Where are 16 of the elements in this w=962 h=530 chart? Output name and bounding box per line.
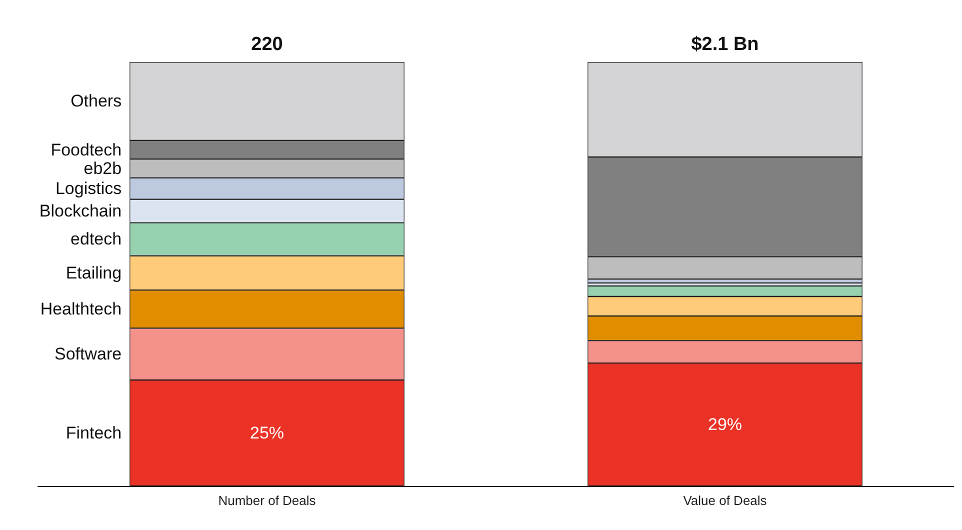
x-tick-label: Number of Deals — [218, 493, 316, 508]
series-label: Etailing — [66, 263, 122, 282]
series-label: Blockchain — [39, 202, 122, 221]
x-tick-label: Value of Deals — [683, 493, 768, 508]
series-label: Healthtech — [40, 300, 122, 319]
series-label: edtech — [70, 230, 122, 249]
text: 220 — [251, 34, 283, 55]
series-label: Others — [70, 92, 122, 111]
series-label: Software — [54, 344, 122, 364]
data-label: 29% — [708, 415, 742, 434]
series-label: Fintech — [66, 424, 122, 442]
series-label: eb2b — [84, 158, 122, 178]
text: $2.1 Bn — [691, 34, 759, 55]
series-label: Logistics — [55, 179, 122, 198]
data-label: 25% — [250, 424, 284, 442]
series-label: Foodtech — [50, 140, 122, 160]
